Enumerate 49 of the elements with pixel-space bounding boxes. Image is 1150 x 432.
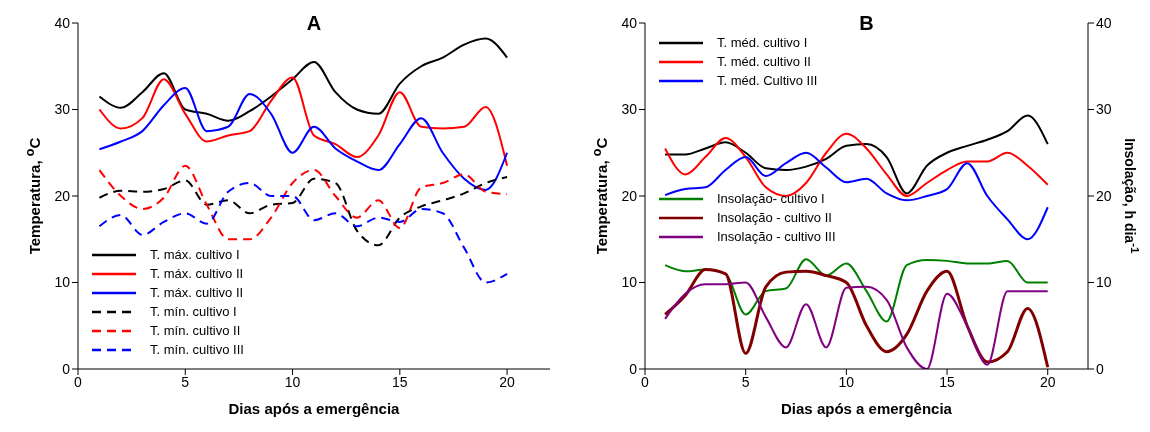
legend-label: Insolação- cultivo I (717, 191, 825, 207)
y2-tick-label: 30 (1096, 101, 1112, 118)
line-series (664, 258, 1049, 323)
x-tick-label: 10 (284, 373, 301, 390)
x-tick-label: 5 (181, 373, 190, 390)
x-tick-label: 10 (838, 373, 855, 390)
line-series (664, 114, 1049, 195)
x-tick-label: 20 (499, 373, 516, 390)
legend-label: T. mín. cultivo I (150, 304, 237, 319)
x-tick-label: 5 (741, 373, 750, 390)
x-tick-label: 20 (1039, 373, 1056, 390)
y-tick-label: 20 (621, 187, 638, 204)
y-tick-label: 20 (54, 187, 71, 204)
line-series (98, 164, 509, 241)
y2-tick-label: 40 (1096, 14, 1112, 31)
y-tick-label: 0 (629, 360, 638, 377)
y-tick-label: 40 (621, 14, 638, 31)
x-axis-title: Dias após a emergência (780, 400, 953, 417)
line-series (98, 86, 509, 191)
legend-label: T. máx. cultivo II (150, 266, 244, 281)
chart-title: A (305, 12, 323, 35)
legend-label: Insolação - cultivo III (717, 229, 836, 245)
x-tick-label: 15 (939, 373, 956, 390)
y-tick-label: 10 (621, 274, 638, 291)
y-tick-label: 40 (54, 14, 71, 31)
y-tick-label: 10 (54, 274, 71, 291)
line-series (98, 76, 509, 167)
y2-tick-label: 10 (1096, 274, 1112, 291)
y-tick-label: 30 (621, 101, 638, 118)
line-series (98, 175, 509, 247)
x-tick-label: 0 (74, 373, 83, 390)
y-tick-label: 0 (62, 360, 71, 377)
legend-label: T. méd. Cultivo III (717, 73, 818, 88)
legend-label: Insolação - cultivo II (717, 210, 832, 226)
legend-label: T. mín. cultivo II (150, 323, 241, 338)
chart-title: B (858, 12, 875, 35)
legend-label: T. méd. cultivo II (717, 54, 811, 69)
legend-label: T. máx. cultivo I (150, 247, 240, 262)
y2-tick-label: 20 (1096, 187, 1112, 204)
legend-label: T. mín. cultivo III (150, 342, 244, 357)
x-axis-title: Dias após a emergência (227, 400, 401, 417)
y2-tick-label: 0 (1096, 360, 1104, 377)
line-series (98, 37, 509, 122)
y-tick-label: 30 (54, 101, 71, 118)
legend-label: T. máx. cultivo II (150, 285, 244, 300)
x-tick-label: 15 (392, 373, 408, 390)
line-series (98, 182, 509, 284)
x-tick-label: 0 (641, 373, 650, 390)
legend-label: T. méd. cultivo I (717, 35, 808, 50)
